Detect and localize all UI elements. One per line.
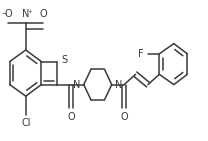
- Text: O: O: [4, 9, 12, 19]
- Text: S: S: [61, 55, 67, 65]
- Text: O: O: [68, 112, 75, 122]
- Text: N: N: [22, 9, 30, 19]
- Text: N: N: [115, 80, 122, 90]
- Text: O: O: [40, 9, 47, 19]
- Text: O: O: [120, 112, 128, 122]
- Text: $^{+}$: $^{+}$: [27, 9, 33, 18]
- Text: Cl: Cl: [21, 118, 31, 128]
- Text: N: N: [73, 80, 81, 90]
- Text: $^{-}$: $^{-}$: [1, 10, 7, 19]
- Text: F: F: [138, 49, 144, 59]
